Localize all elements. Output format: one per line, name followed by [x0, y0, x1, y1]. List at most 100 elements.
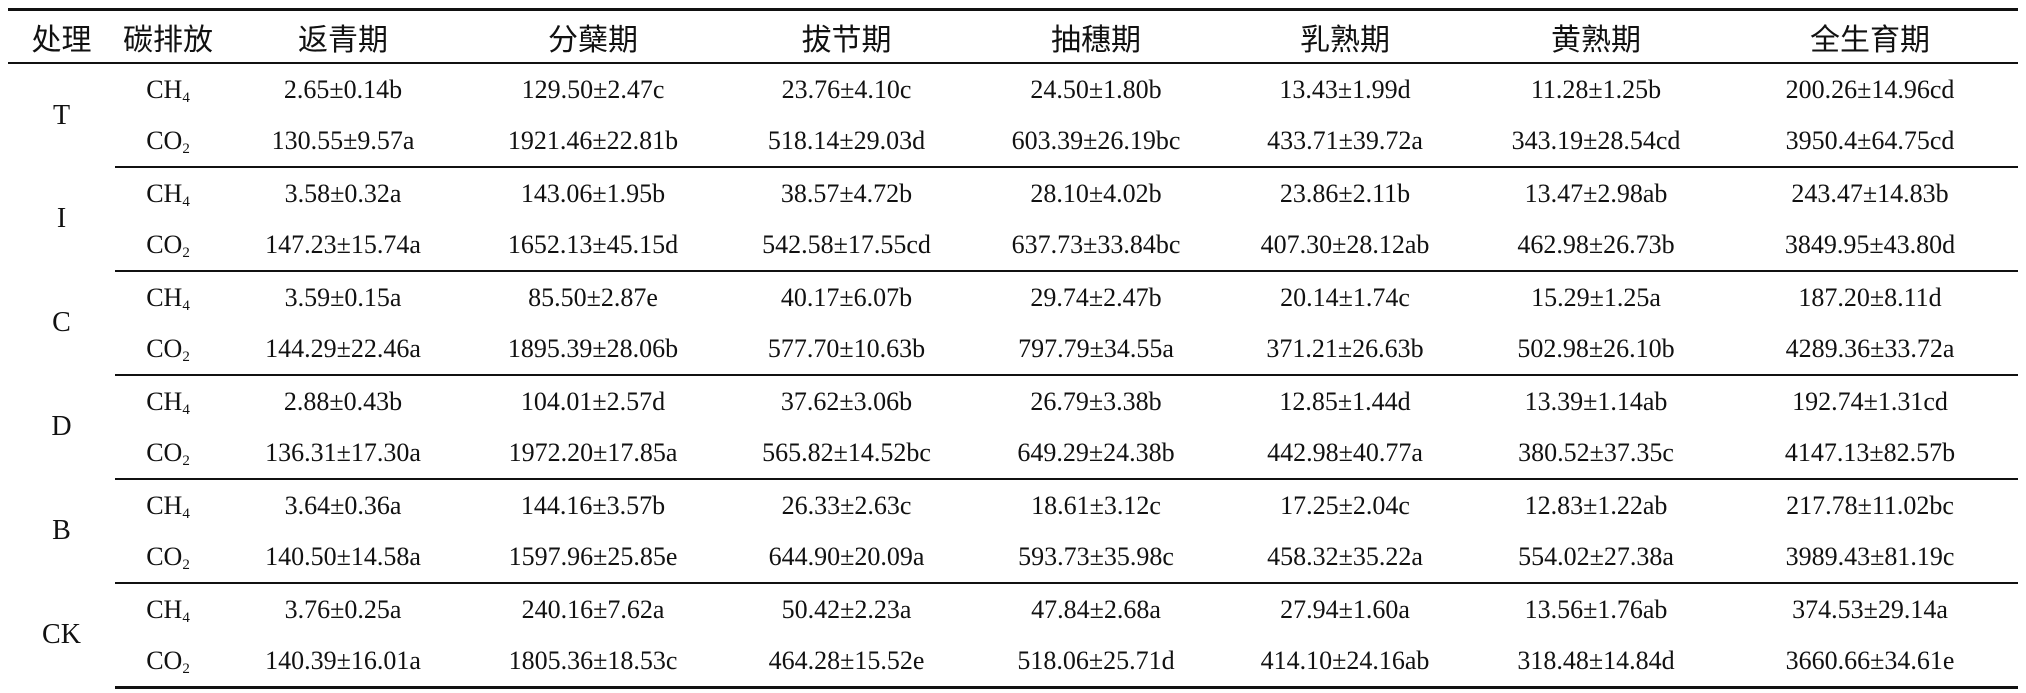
treatment-cell: T	[52, 99, 71, 131]
value-cell: 565.82±14.52bc	[721, 427, 972, 480]
gas-cell: CH4	[115, 63, 221, 115]
value-cell: 649.29±24.38b	[972, 427, 1220, 480]
table-row: CO2 136.31±17.30a 1972.20±17.85a 565.82±14.…	[8, 427, 2018, 480]
value-cell: 29.74±2.47b	[1030, 282, 1162, 312]
table-body: T CH4 2.65±0.14b 129.50±2.47c 23.76±4.10c 24.…	[8, 63, 2018, 689]
emissions-table: 处理 碳排放 返青期 分蘖期 拔节期 抽穗期 乳熟期 黄熟期 全生育期 T CH4…	[8, 8, 2018, 689]
value-cell: 3.64±0.36a	[284, 490, 402, 520]
value-cell: 17.25±2.04c	[1280, 490, 1410, 520]
value-cell: 104.01±2.57d	[520, 386, 666, 416]
value-cell: 3849.95±43.80d	[1722, 219, 2018, 272]
treatment-cell: D	[51, 411, 72, 442]
value-cell: 374.53±29.14a	[1792, 594, 1948, 624]
value-cell: 47.84±2.68a	[1031, 594, 1161, 624]
table-row: CO2 130.55±9.57a 1921.46±22.81b 518.14±29.0…	[8, 115, 2018, 168]
value-cell: 3660.66±34.61e	[1722, 635, 2018, 689]
value-cell: 243.47±14.83b	[1791, 178, 1949, 208]
value-cell: 136.31±17.30a	[221, 427, 465, 480]
gas-name: CH	[146, 178, 183, 208]
value-cell: 433.71±39.72a	[1220, 115, 1470, 168]
value-cell: 12.83±1.22ab	[1524, 490, 1668, 520]
gas-subscript: 2	[182, 556, 190, 573]
table-row: CO2 140.39±16.01a 1805.36±18.53c 464.28±15.…	[8, 635, 2018, 689]
gas-name: CO	[146, 333, 183, 363]
value-cell: 40.17±6.07b	[780, 282, 913, 312]
value-cell: 414.10±24.16ab	[1220, 635, 1470, 689]
header-carbon-emission: 碳排放	[115, 8, 221, 64]
gas-cell: CO2	[115, 531, 221, 584]
value-cell: 13.56±1.76ab	[1524, 594, 1668, 624]
header-jointing-stage: 拔节期	[721, 8, 972, 64]
value-cell: 38.57±4.72b	[780, 178, 913, 208]
value-cell: 577.70±10.63b	[721, 323, 972, 376]
value-cell: 24.50±1.80b	[1030, 74, 1162, 104]
value-cell: 129.50±2.47c	[521, 74, 665, 104]
value-cell: 4289.36±33.72a	[1722, 323, 2018, 376]
value-cell: 644.90±20.09a	[721, 531, 972, 584]
value-cell: 15.29±1.25a	[1531, 282, 1661, 312]
gas-cell: CO2	[115, 635, 221, 689]
gas-name: CH	[146, 594, 183, 624]
value-cell: 1895.39±28.06b	[465, 323, 721, 376]
value-cell: 27.94±1.60a	[1280, 594, 1410, 624]
gas-subscript: 4	[182, 297, 190, 314]
value-cell: 1805.36±18.53c	[465, 635, 721, 689]
value-cell: 542.58±17.55cd	[721, 219, 972, 272]
value-cell: 442.98±40.77a	[1220, 427, 1470, 480]
value-cell: 23.76±4.10c	[781, 74, 912, 104]
value-cell: 140.39±16.01a	[221, 635, 465, 689]
value-cell: 3.58±0.32a	[284, 178, 402, 208]
value-cell: 13.39±1.14ab	[1524, 386, 1668, 416]
value-cell: 140.50±14.58a	[221, 531, 465, 584]
value-cell: 85.50±2.87e	[528, 282, 658, 312]
value-cell: 240.16±7.62a	[521, 594, 665, 624]
header-tillering-stage: 分蘖期	[465, 8, 721, 64]
gas-cell: CH4	[115, 167, 221, 219]
value-cell: 26.33±2.63c	[781, 490, 912, 520]
treatment-cell: CK	[42, 619, 81, 651]
value-cell: 518.06±25.71d	[972, 635, 1220, 689]
table-row: CK CH4 3.76±0.25a 240.16±7.62a 50.42±2.23a 47…	[8, 583, 2018, 651]
value-cell: 26.79±3.38b	[1030, 386, 1162, 416]
gas-name: CH	[146, 282, 183, 312]
gas-name: CO	[146, 437, 183, 467]
gas-cell: CO2	[115, 219, 221, 272]
gas-cell: CH4	[115, 479, 221, 531]
gas-cell: CH4	[115, 271, 221, 323]
header-row: 处理 碳排放 返青期 分蘖期 拔节期 抽穗期 乳熟期 黄熟期 全生育期	[8, 8, 2018, 64]
value-cell: 371.21±26.63b	[1220, 323, 1470, 376]
value-cell: 637.73±33.84bc	[972, 219, 1220, 272]
value-cell: 18.61±3.12c	[1031, 490, 1161, 520]
header-heading-stage: 抽穗期	[972, 8, 1220, 64]
value-cell: 462.98±26.73b	[1470, 219, 1722, 272]
table-row: CO2 140.50±14.58a 1597.96±25.85e 644.90±20.…	[8, 531, 2018, 584]
value-cell: 13.47±2.98ab	[1524, 178, 1668, 208]
value-cell: 147.23±15.74a	[221, 219, 465, 272]
value-cell: 2.65±0.14b	[283, 74, 403, 104]
value-cell: 318.48±14.84d	[1470, 635, 1722, 689]
gas-cell: CO2	[115, 427, 221, 480]
gas-subscript: 2	[182, 452, 190, 469]
header-milk-stage: 乳熟期	[1220, 8, 1470, 64]
value-cell: 407.30±28.12ab	[1220, 219, 1470, 272]
header-treatment: 处理	[8, 8, 115, 64]
gas-subscript: 2	[182, 140, 190, 157]
table-row: T CH4 2.65±0.14b 129.50±2.47c 23.76±4.10c 24.…	[8, 63, 2018, 131]
value-cell: 797.79±34.55a	[972, 323, 1220, 376]
value-cell: 518.14±29.03d	[721, 115, 972, 168]
value-cell: 554.02±27.38a	[1470, 531, 1722, 584]
treatment-cell: C	[52, 307, 71, 338]
header-regreening-stage: 返青期	[221, 8, 465, 64]
value-cell: 603.39±26.19bc	[972, 115, 1220, 168]
gas-subscript: 4	[182, 609, 190, 626]
gas-subscript: 2	[182, 660, 190, 677]
value-cell: 23.86±2.11b	[1279, 178, 1411, 208]
value-cell: 143.06±1.95b	[520, 178, 666, 208]
value-cell: 1597.96±25.85e	[465, 531, 721, 584]
value-cell: 20.14±1.74c	[1280, 282, 1410, 312]
value-cell: 37.62±3.06b	[780, 386, 913, 416]
value-cell: 380.52±37.35c	[1470, 427, 1722, 480]
value-cell: 13.43±1.99d	[1279, 74, 1411, 104]
gas-name: CO	[146, 541, 183, 571]
value-cell: 3.76±0.25a	[284, 594, 402, 624]
